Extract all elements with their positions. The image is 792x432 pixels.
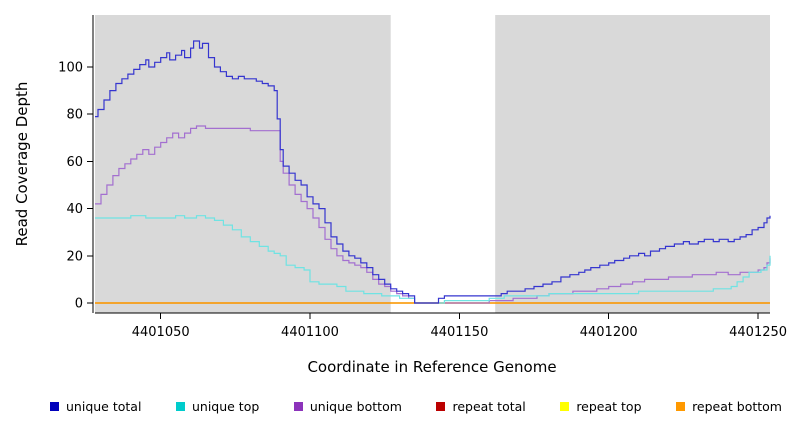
y-tick-label: 20	[66, 249, 83, 264]
x-tick-label: 4401100	[281, 325, 339, 340]
legend-label: repeat bottom	[692, 398, 782, 414]
y-tick-label: 40	[66, 202, 83, 217]
series-line-unique-total	[95, 40, 771, 304]
y-tick-label: 100	[58, 61, 83, 76]
y-tick-label: 80	[66, 108, 83, 123]
legend-item-repeat-top: repeat top	[560, 398, 642, 414]
x-axis-title: Coordinate in Reference Genome	[307, 358, 556, 376]
chart-legend: unique total unique top unique bottom repea…	[0, 386, 792, 426]
x-tick-label: 4401200	[580, 325, 638, 340]
chart-canvas: 4401050 4401100 4401150 4401200 4401250 0 20 40…	[13, 15, 787, 376]
y-tick-label: 60	[66, 155, 83, 170]
y-tick-label: 0	[75, 297, 83, 312]
legend-swatch-repeat-total	[436, 401, 446, 411]
legend-label: repeat top	[576, 398, 642, 414]
x-tick-label: 4401050	[132, 325, 190, 340]
series-line-unique-top	[95, 215, 771, 304]
x-tick-label: 4401250	[729, 325, 787, 340]
y-axis-title: Read Coverage Depth	[13, 82, 31, 247]
plot-layer: 4401050 4401100 4401150 4401200 4401250 0 20 40…	[58, 15, 787, 340]
coverage-gap-region	[390, 15, 496, 313]
legend-swatch-unique-total	[50, 401, 59, 411]
legend-item-unique-bottom: unique bottom	[293, 398, 402, 414]
legend-label: unique bottom	[309, 398, 402, 414]
legend-item-repeat-total: repeat total	[436, 398, 526, 414]
legend-swatch-unique-top	[175, 401, 185, 411]
series-line-unique-bottom	[95, 125, 771, 304]
legend-item-repeat-bottom: repeat bottom	[676, 399, 782, 414]
x-tick-label: 4401150	[430, 325, 488, 340]
legend-item-unique-top: unique top	[175, 398, 260, 414]
legend-swatch-unique-bottom	[293, 401, 303, 411]
legend-label: unique top	[191, 398, 260, 414]
legend-label: unique total	[66, 398, 142, 414]
legend-swatch-repeat-top	[560, 401, 570, 411]
legend-label: repeat total	[452, 398, 526, 414]
legend-swatch-repeat-bottom	[676, 401, 686, 411]
legend-item-unique-total: unique total	[50, 399, 141, 414]
